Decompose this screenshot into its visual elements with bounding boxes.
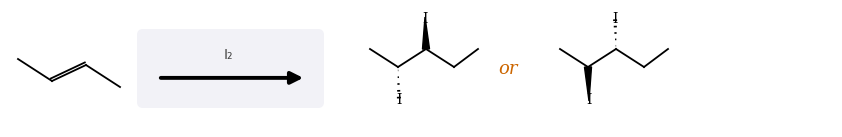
Text: or: or (498, 60, 518, 78)
Text: I: I (586, 93, 592, 107)
Text: I: I (423, 12, 428, 26)
Text: I: I (612, 12, 618, 26)
FancyBboxPatch shape (137, 29, 324, 108)
Polygon shape (423, 17, 429, 49)
Text: I₂: I₂ (224, 48, 233, 62)
Text: I: I (397, 93, 402, 107)
Polygon shape (584, 67, 591, 101)
